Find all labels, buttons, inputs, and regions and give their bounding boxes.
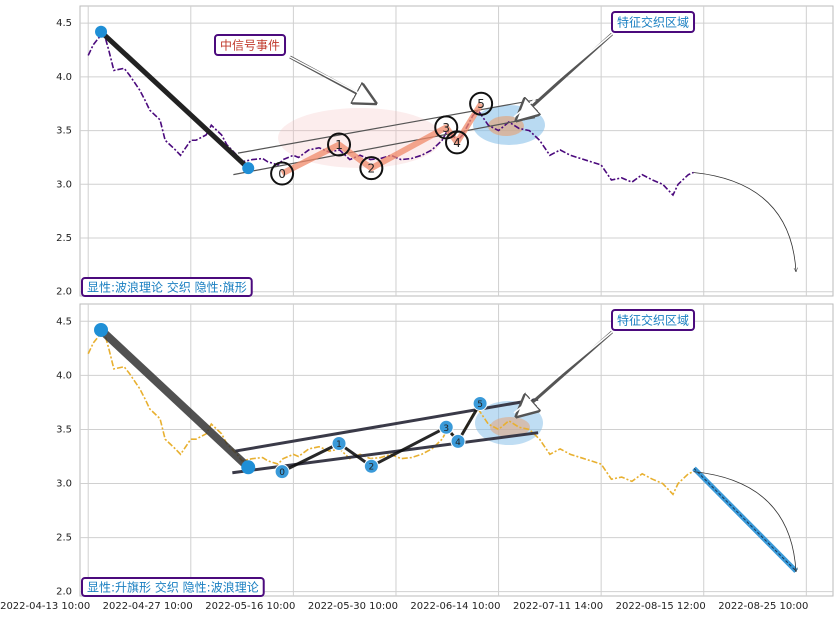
wave-point [270, 161, 295, 186]
wave-label: 0 [278, 167, 286, 181]
wave-point [445, 130, 470, 155]
wave-label: 0 [279, 468, 285, 478]
trend-point [94, 322, 109, 337]
x-tick-label: 2022-08-15 12:00 [616, 601, 706, 612]
y-tick-label: 2.0 [56, 587, 72, 598]
wave-label: 1 [336, 440, 342, 450]
x-tick-label: 2022-04-27 10:00 [103, 601, 193, 612]
y-tick-label: 4.5 [56, 18, 72, 29]
annotation-box [214, 34, 287, 56]
plot-area [79, 5, 834, 297]
x-tick-label: 2022-07-11 14:00 [513, 601, 603, 612]
wave-point [450, 433, 466, 449]
wave-label: 2 [368, 463, 374, 473]
trend-line [98, 327, 251, 471]
y-tick-label: 2.5 [56, 233, 72, 244]
wave-point [331, 436, 347, 452]
projection-arrow [693, 471, 796, 572]
annotation-text: 中信号事件 [220, 38, 280, 53]
projection-arrow [693, 172, 796, 272]
panel: 2.0 2.5 3.0 3.5 4.0 4.5 0 1 2 34 5 中信号事件 特征交织区域显性:波浪… [56, 5, 834, 298]
trend-point [241, 460, 256, 475]
y-tick-label: 4.0 [56, 370, 72, 381]
annotation-arrow-inner [289, 56, 373, 101]
wave-point [472, 395, 488, 411]
wave-point [469, 91, 494, 116]
y-tick-label: 3.5 [56, 126, 72, 137]
channel-line [235, 397, 539, 453]
y-tick-label: 4.0 [56, 72, 72, 83]
wave-point [327, 132, 352, 157]
y-tick-label: 3.0 [56, 479, 72, 490]
wave-label: 3 [442, 121, 450, 135]
wave-label: 5 [477, 97, 485, 111]
wave-label: 1 [335, 138, 343, 152]
y-tick-label: 4.5 [56, 316, 72, 327]
annotation-box [611, 309, 696, 331]
trend-line [99, 29, 250, 171]
x-tick-label: 2022-05-30 10:00 [308, 601, 398, 612]
panel: 2.0 2.5 3.0 3.5 4.0 4.5 2022-04-13 10:00 2022-0… [0, 303, 834, 612]
plot-area [79, 303, 834, 597]
wave-point [359, 156, 384, 181]
channel-line [237, 98, 539, 154]
wave-point [438, 419, 454, 435]
wave-label: 3 [443, 424, 449, 434]
wave-label: 2 [368, 162, 376, 176]
wave-point [363, 458, 379, 474]
y-tick-label: 2.0 [56, 287, 72, 298]
trend-point [242, 162, 255, 175]
wave-label: 5 [477, 400, 483, 410]
x-tick-label: 2022-04-13 10:00 [0, 601, 90, 612]
annotation-box [611, 11, 696, 33]
forecast-dash [693, 468, 797, 572]
x-tick-label: 2022-05-16 10:00 [205, 601, 295, 612]
trend-point [95, 25, 108, 38]
annotation-arrow-inner [513, 33, 613, 118]
y-tick-label: 3.0 [56, 179, 72, 190]
caption-box [81, 577, 265, 597]
y-tick-label: 2.5 [56, 533, 72, 544]
caption-text: 显性:波浪理论 交织 隐性:旗形 [87, 280, 247, 295]
caption-box [81, 277, 253, 297]
wave-label: 4 [455, 438, 461, 448]
wave-point [274, 464, 290, 480]
annotation-arrow-inner [513, 331, 613, 414]
wave-label: 4 [453, 136, 461, 150]
caption-text: 显性:升旗形 交织 隐性:波浪理论 [87, 580, 259, 595]
price-line [87, 30, 694, 197]
highlight-zone [490, 417, 530, 437]
y-tick-label: 3.5 [56, 424, 72, 435]
annotation-text: 特征交织区域 [617, 15, 689, 30]
channel-line [233, 117, 536, 176]
annotation-text: 特征交织区域 [617, 313, 689, 328]
x-tick-label: 2022-06-14 10:00 [410, 601, 500, 612]
x-tick-label: 2022-08-25 10:00 [718, 601, 808, 612]
